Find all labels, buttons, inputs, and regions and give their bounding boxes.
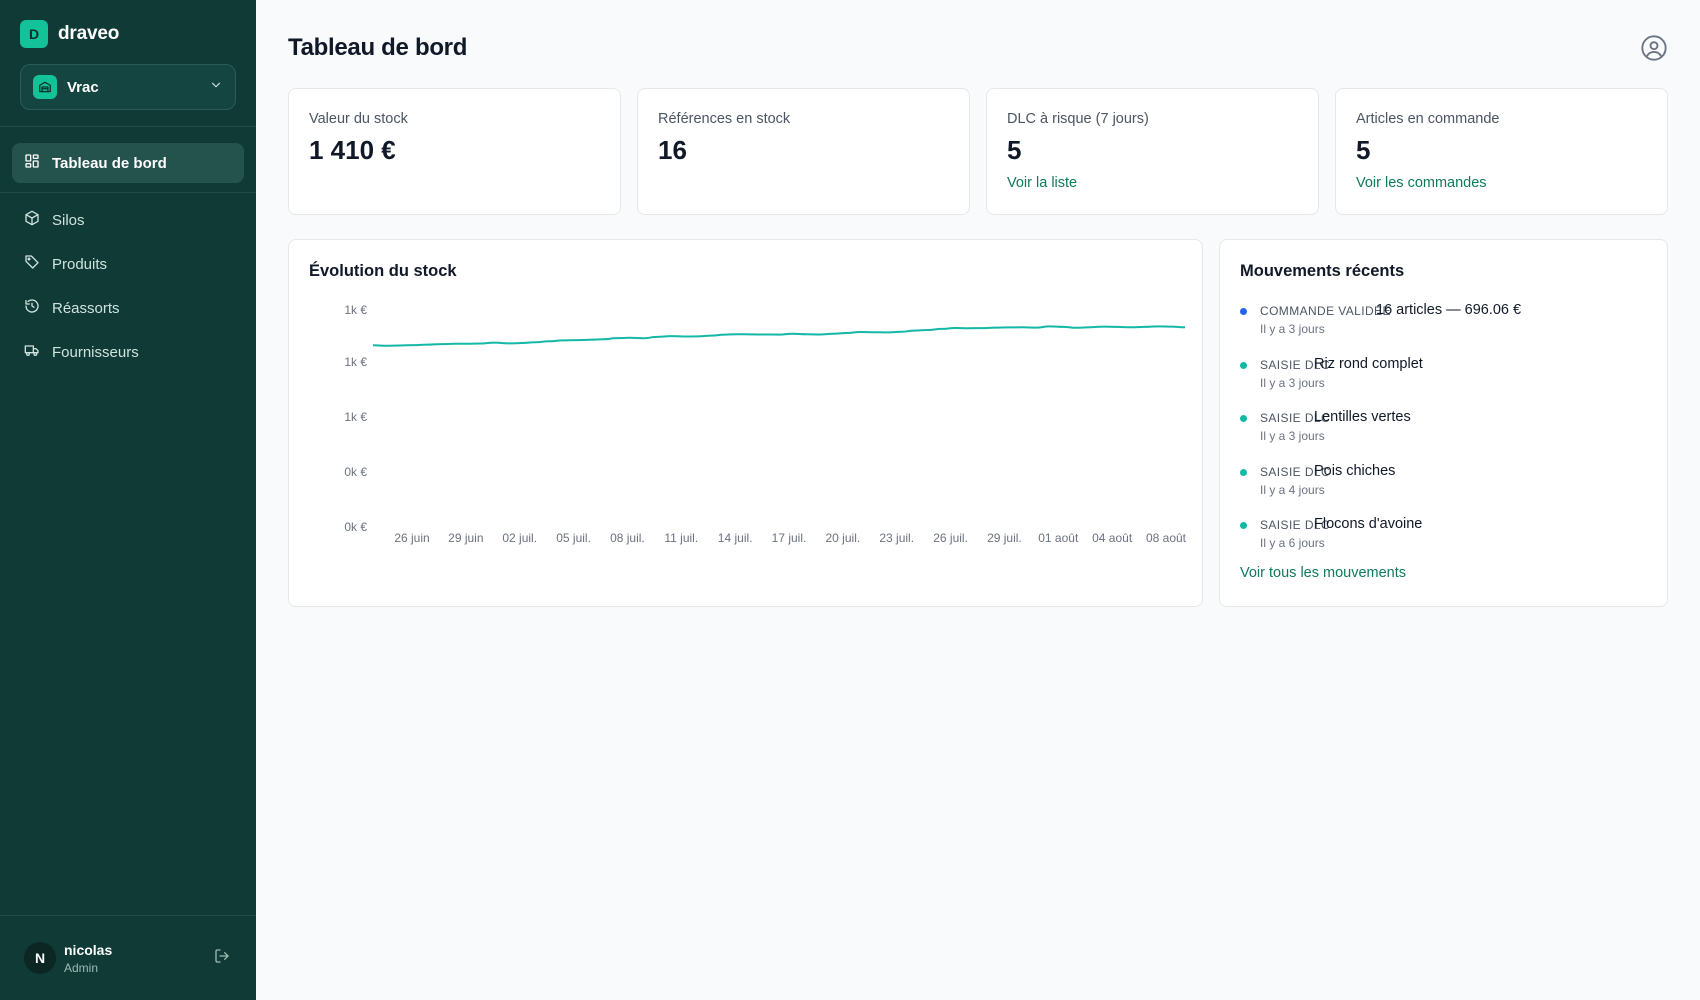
sidebar-item-silos[interactable]: Silos — [12, 200, 244, 240]
movement-item[interactable]: SAISIE DLC Lentilles vertes Il y a 3 jours — [1240, 409, 1650, 463]
history-icon — [24, 298, 40, 318]
sidebar-item-label: Réassorts — [52, 299, 120, 317]
stat-label: Références en stock — [658, 111, 791, 127]
movement-type: SAISIE DLC — [1260, 411, 1331, 425]
stat-label: Articles en commande — [1356, 111, 1500, 127]
sidebar-item-produits[interactable]: Produits — [12, 244, 244, 284]
chevron-down-icon — [209, 78, 223, 97]
stat-card-dlc-risk: DLC à risque (7 jours) 5 Voir la liste — [986, 88, 1319, 215]
x-tick-label: 04 août — [1092, 531, 1133, 545]
x-tick-label: 08 juil. — [610, 531, 645, 545]
x-tick-label: 26 juin — [394, 531, 429, 545]
stock-evolution-card: Évolution du stock 1k € 1k € 1k € 0k € 0k € 2… — [288, 239, 1203, 607]
x-tick-label: 05 juil. — [556, 531, 591, 545]
x-tick-label: 17 juil. — [772, 531, 807, 545]
warehouse-icon — [33, 75, 57, 99]
brand-name: draveo — [58, 23, 120, 44]
x-tick-label: 02 juil. — [502, 531, 537, 545]
dashboard-icon — [24, 153, 40, 173]
sidebar-item-tableau-de-bord[interactable]: Tableau de bord — [12, 143, 244, 183]
y-tick-label: 0k € — [344, 520, 367, 534]
sidebar-item-label: Tableau de bord — [52, 154, 167, 172]
sidebar-divider — [0, 126, 256, 127]
page-title: Tableau de bord — [288, 34, 468, 61]
x-tick-label: 29 juil. — [987, 531, 1022, 545]
stat-card-references: Références en stock 16 — [637, 88, 970, 215]
movement-item[interactable]: SAISIE DLC Riz rond complet Il y a 3 jours — [1240, 356, 1650, 410]
x-tick-label: 08 août — [1146, 531, 1187, 545]
brand-logo: D — [20, 20, 48, 48]
stat-value: 1 410 € — [309, 135, 396, 165]
movement-status-dot — [1240, 522, 1247, 529]
view-list-link[interactable]: Voir la liste — [1007, 175, 1078, 191]
movement-time: Il y a 3 jours — [1260, 322, 1325, 336]
x-tick-label: 29 juin — [448, 531, 483, 545]
movements-title: Mouvements récents — [1240, 262, 1405, 280]
chart-title: Évolution du stock — [309, 262, 457, 280]
movement-time: Il y a 3 jours — [1260, 375, 1325, 390]
movement-description: Pois chiches — [1314, 462, 1396, 479]
sidebar-item-reassorts[interactable]: Réassorts — [12, 288, 244, 328]
stock-series-line — [372, 325, 1186, 347]
truck-icon — [24, 342, 40, 362]
stat-value: 5 — [1356, 135, 1371, 165]
movement-time: Il y a 4 jours — [1260, 482, 1325, 497]
user-role: Admin — [64, 961, 99, 975]
y-tick-label: 1k € — [344, 355, 367, 369]
account-icon[interactable] — [1640, 34, 1668, 67]
box-icon — [24, 210, 40, 230]
sidebar-divider — [0, 192, 256, 193]
movement-description: Lentilles vertes — [1314, 409, 1411, 425]
movement-item[interactable]: SAISIE DLC Flocons d'avoine Il y a 6 jours — [1240, 516, 1650, 570]
stat-card-orders: Articles en commande 5 Voir les commande… — [1335, 88, 1668, 215]
user-name: nicolas — [64, 942, 113, 958]
y-tick-label: 1k € — [344, 303, 367, 317]
view-all-movements-link[interactable]: Voir tous les mouvements — [1240, 565, 1407, 581]
sidebar-item-label: Silos — [52, 211, 85, 229]
stat-label: DLC à risque (7 jours) — [1007, 111, 1149, 127]
stock-chart: 1k € 1k € 1k € 0k € 0k € 26 juin 29 juin 02 jui… — [344, 303, 1187, 545]
user-block: N nicolas Admin — [0, 915, 256, 1000]
x-tick-label: 14 juil. — [718, 531, 753, 545]
x-tick-label: 01 août — [1038, 531, 1079, 545]
tag-icon — [24, 254, 40, 274]
stat-card-stock-value: Valeur du stock 1 410 € — [288, 88, 621, 215]
movement-item[interactable]: SAISIE DLC Pois chiches Il y a 4 jours — [1240, 463, 1650, 517]
movement-type: COMMANDE VALIDÉE — [1260, 304, 1391, 318]
movement-type: SAISIE DLC — [1260, 357, 1331, 372]
sidebar: D draveo Vrac Tableau de bord Silos — [0, 0, 256, 1000]
x-tick-label: 26 juil. — [933, 531, 968, 545]
movement-description: Flocons d'avoine — [1314, 516, 1423, 532]
movement-time: Il y a 3 jours — [1260, 429, 1325, 443]
brand[interactable]: D draveo — [20, 20, 119, 48]
x-tick-label: 20 juil. — [826, 531, 861, 545]
movement-status-dot — [1240, 468, 1247, 476]
y-tick-label: 1k € — [344, 410, 367, 424]
x-tick-label: 11 juil. — [664, 531, 698, 545]
view-orders-link[interactable]: Voir les commandes — [1356, 175, 1487, 191]
y-tick-label: 0k € — [344, 465, 367, 479]
x-tick-label: 23 juil. — [879, 531, 914, 545]
movement-status-dot — [1240, 361, 1247, 369]
recent-movements-card: Mouvements récents COMMANDE VALIDÉE 16 ar… — [1219, 239, 1668, 607]
avatar[interactable]: N — [24, 942, 56, 974]
movement-status-dot — [1240, 415, 1247, 422]
movement-description: Riz rond complet — [1314, 355, 1423, 372]
sidebar-item-fournisseurs[interactable]: Fournisseurs — [12, 332, 244, 372]
movement-item[interactable]: COMMANDE VALIDÉE 16 articles — 696.06 € Il… — [1240, 302, 1650, 356]
stat-label: Valeur du stock — [309, 111, 408, 127]
sidebar-item-label: Fournisseurs — [52, 343, 139, 361]
logout-icon[interactable] — [214, 948, 230, 969]
stat-value: 5 — [1007, 135, 1022, 165]
movements-list: COMMANDE VALIDÉE 16 articles — 696.06 € Il… — [1240, 302, 1650, 570]
movement-description: 16 articles — 696.06 € — [1376, 302, 1522, 318]
movement-type: SAISIE DLC — [1260, 518, 1331, 532]
sidebar-item-label: Produits — [52, 255, 108, 273]
movement-status-dot — [1240, 308, 1247, 315]
silo-selector[interactable]: Vrac — [20, 64, 236, 110]
movement-type: SAISIE DLC — [1260, 464, 1331, 479]
stat-value: 16 — [658, 135, 687, 165]
movement-time: Il y a 6 jours — [1260, 536, 1325, 550]
silo-selected-value: Vrac — [67, 78, 99, 96]
